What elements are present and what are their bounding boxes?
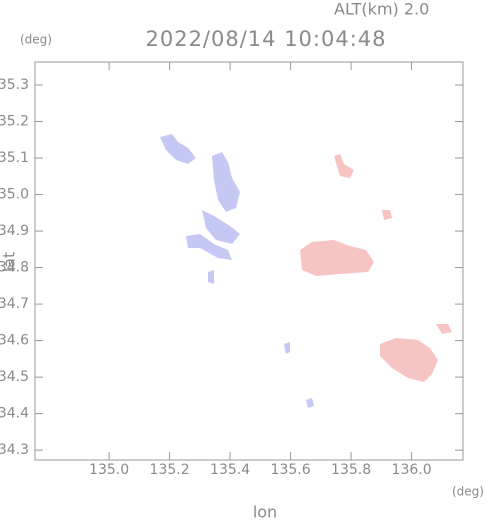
x-unit: (deg) <box>452 485 484 499</box>
y-tick-label: 35.0 <box>0 187 29 203</box>
chart-title: 2022/08/14 10:04:48 <box>145 27 386 51</box>
y-tick-label: 34.7 <box>0 296 29 312</box>
echo <box>306 398 314 408</box>
y-tick-label: 34.8 <box>0 260 29 276</box>
x-tick-label: 135.2 <box>150 462 190 478</box>
y-tick-label: 34.6 <box>0 333 29 349</box>
echo <box>212 152 240 212</box>
y-tick-label: 35.2 <box>0 114 29 130</box>
y-unit: (deg) <box>20 33 52 47</box>
x-tick-label: 136.0 <box>392 462 432 478</box>
echo <box>208 270 214 284</box>
x-tick-label: 135.8 <box>331 462 371 478</box>
x-axis-label: lon <box>253 503 277 521</box>
y-tick-label: 35.1 <box>0 150 29 166</box>
y-tick-label: 35.3 <box>0 77 29 93</box>
subtitle: ALT(km) 2.0 <box>334 0 429 19</box>
echo <box>382 210 392 220</box>
x-tick-label: 135.0 <box>89 462 129 478</box>
echo <box>284 342 290 354</box>
y-tick-label: 34.3 <box>0 442 29 458</box>
y-tick-label: 34.5 <box>0 369 29 385</box>
echo <box>160 134 196 164</box>
echo <box>436 324 452 334</box>
echo <box>334 154 354 178</box>
x-tick-label: 135.4 <box>210 462 250 478</box>
plot-frame <box>34 61 464 461</box>
echo <box>380 338 438 382</box>
echo <box>186 234 232 260</box>
echo <box>202 210 240 244</box>
x-tick-label: 135.6 <box>271 462 311 478</box>
y-tick-label: 34.4 <box>0 406 29 422</box>
y-axis-label: lat <box>0 252 19 273</box>
echo <box>300 240 374 276</box>
echoes <box>160 134 452 408</box>
y-tick-label: 34.9 <box>0 223 29 239</box>
